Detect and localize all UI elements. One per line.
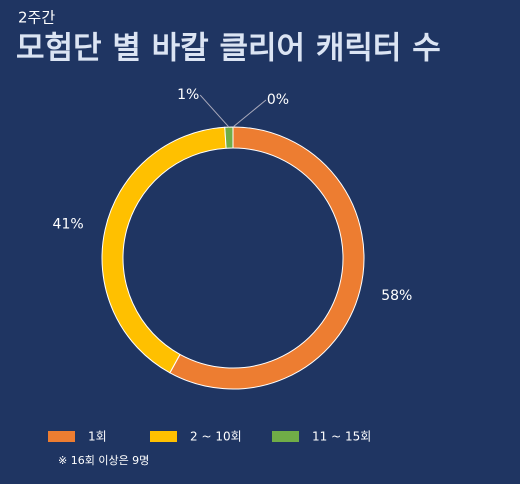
leader-line bbox=[199, 94, 230, 128]
note: ※ 16회 이상은 9명 bbox=[58, 454, 149, 467]
data-label: 41% bbox=[53, 217, 84, 233]
chart-title: 모험단 별 바칼 클리어 캐릭터 수 bbox=[16, 31, 441, 67]
legend-swatch bbox=[272, 431, 299, 442]
data-label: 1% bbox=[177, 87, 199, 103]
legend-label: 1회 bbox=[88, 430, 107, 444]
slice bbox=[224, 126, 234, 149]
slice bbox=[169, 126, 365, 390]
legend-label: 11 ~ 15회 bbox=[312, 430, 371, 444]
leader-line bbox=[232, 99, 267, 128]
chart-subtitle: 2주간 bbox=[18, 9, 55, 27]
legend-swatch bbox=[48, 431, 75, 442]
data-label: 58% bbox=[381, 288, 412, 304]
legend-label: 2 ~ 10회 bbox=[190, 430, 242, 444]
data-label: 0% bbox=[267, 92, 289, 108]
legend-swatch bbox=[150, 431, 177, 442]
